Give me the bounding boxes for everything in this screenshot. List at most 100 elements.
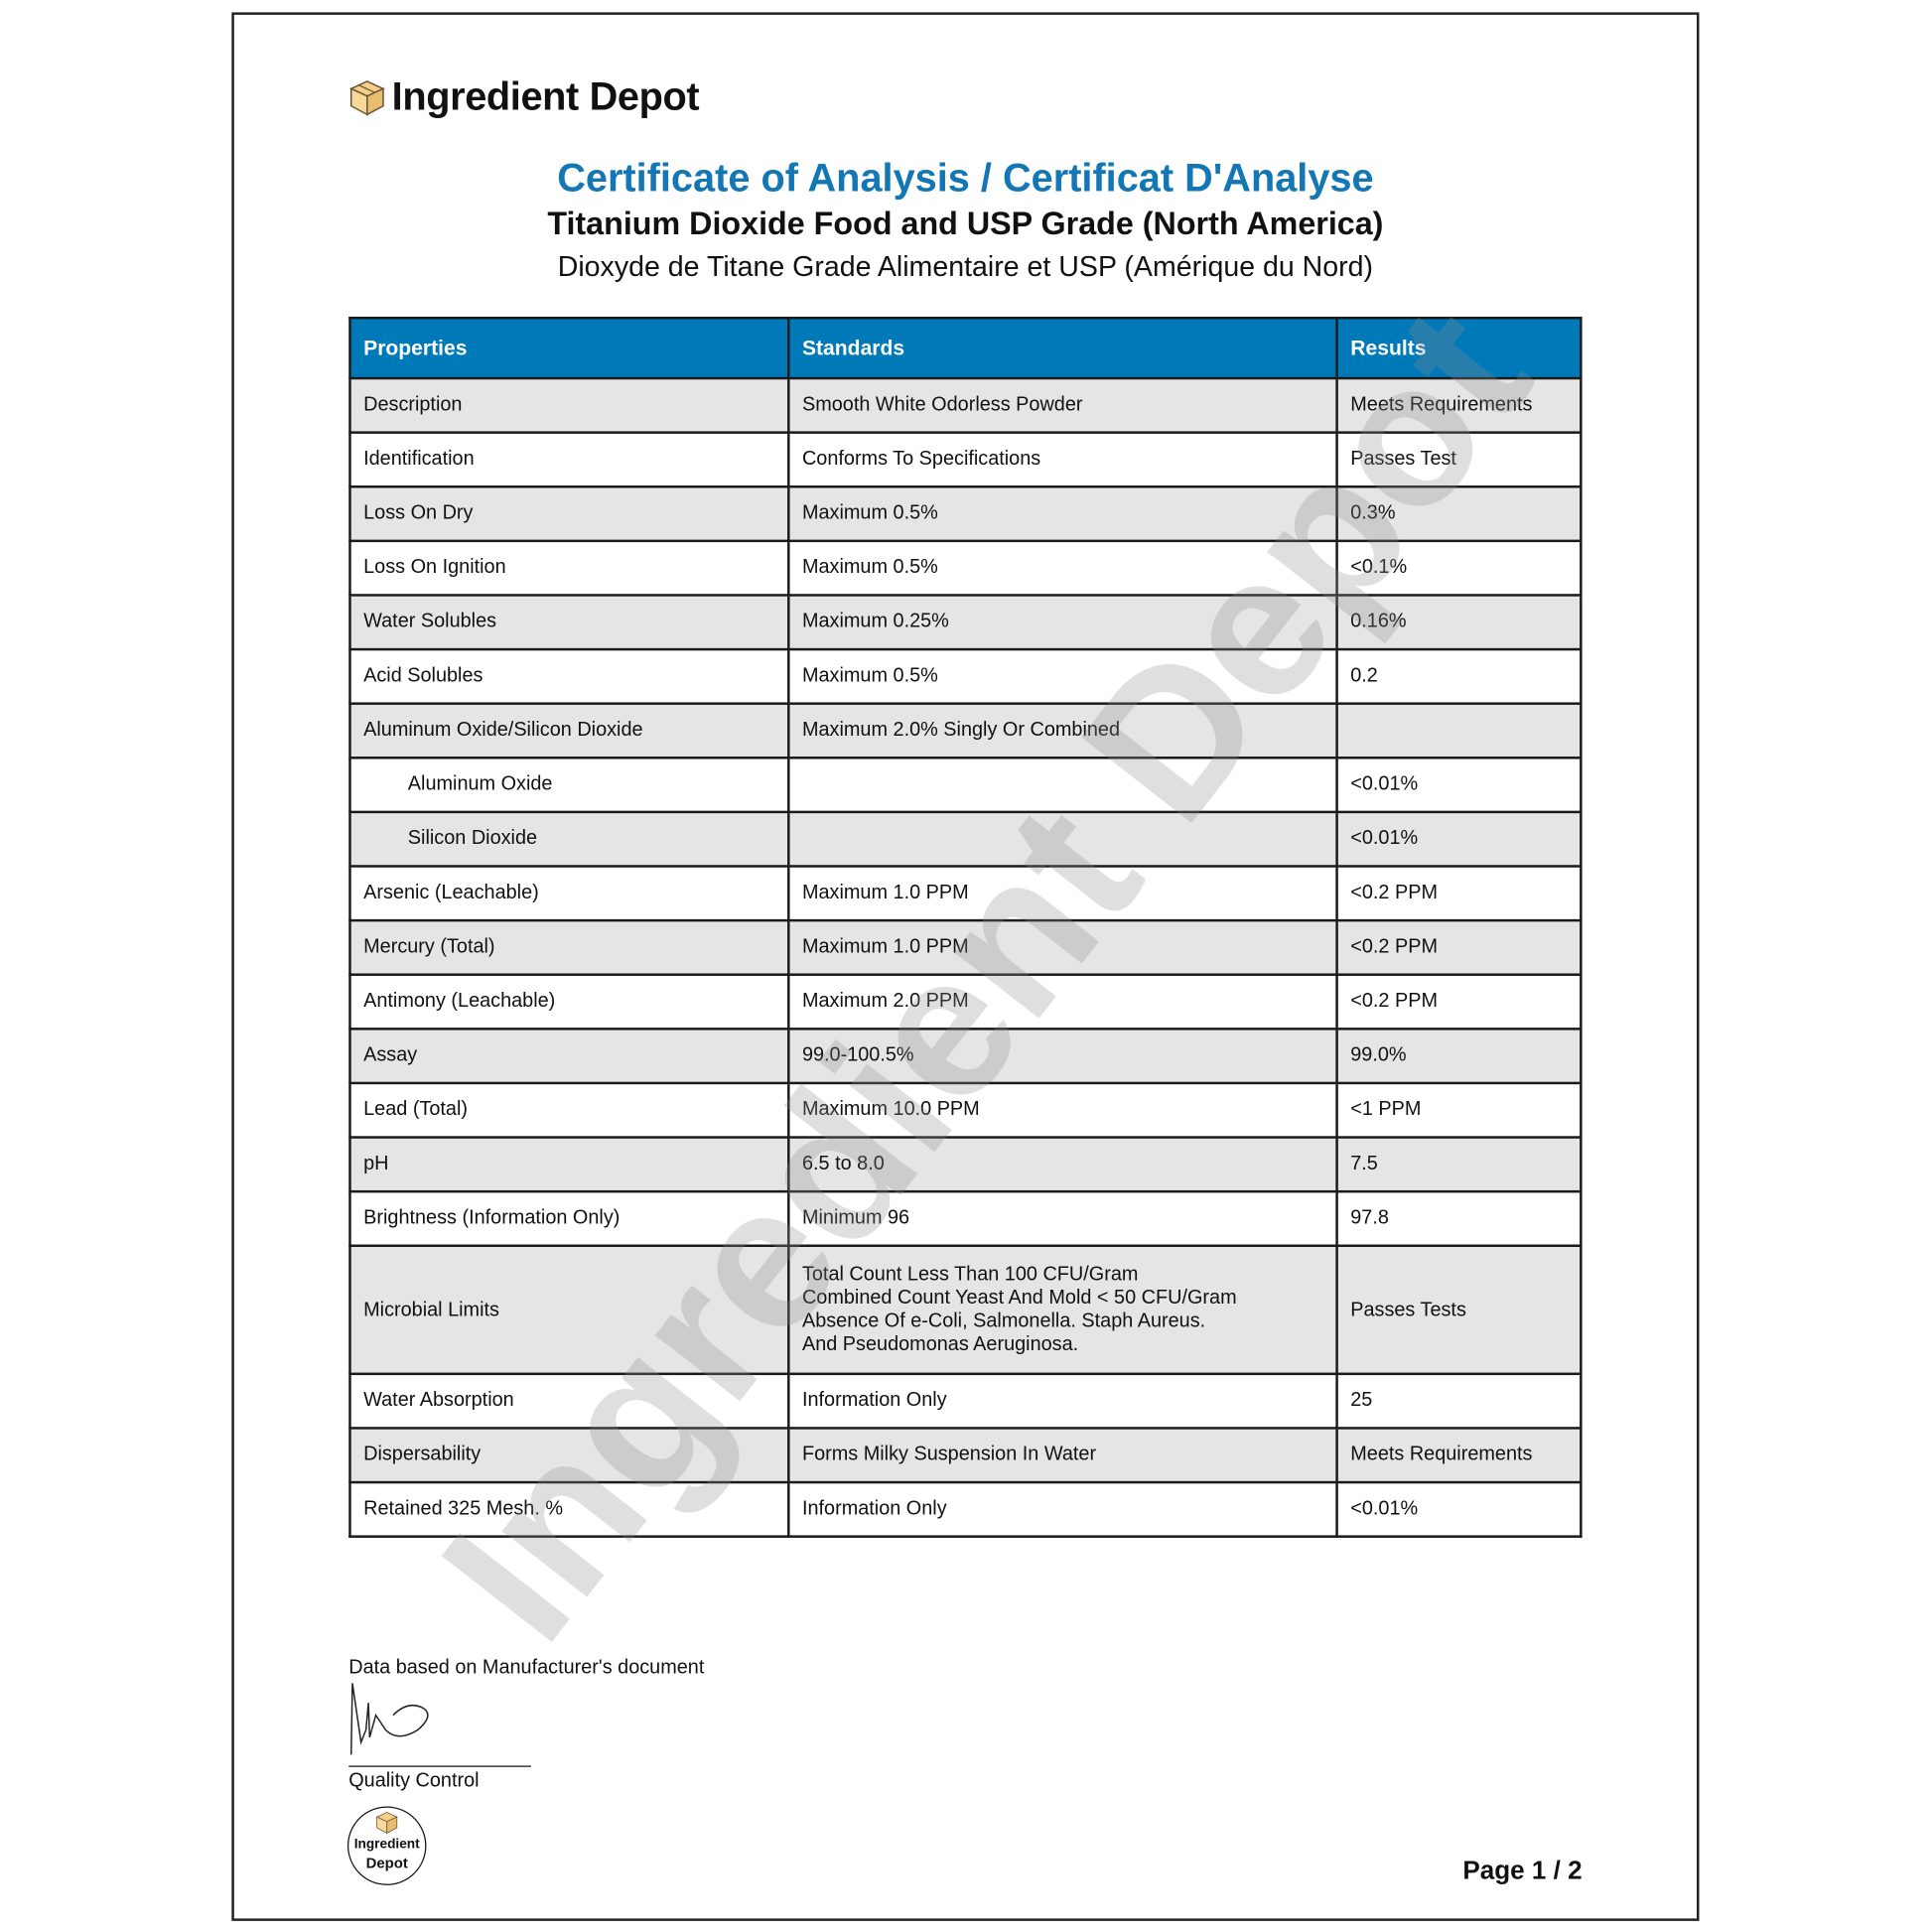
cell-result: <1 PPM	[1335, 1081, 1583, 1139]
cell-result	[1335, 702, 1583, 759]
cell-result: Meets Requirements	[1335, 1427, 1583, 1484]
cell-result: 25	[1335, 1372, 1583, 1430]
table-row: Water Absorption Information Only 25	[348, 1372, 1583, 1430]
product-name-en: Titanium Dioxide Food and USP Grade (Nor…	[547, 205, 1384, 242]
cell-standard: Maximum 2.0 PPM	[787, 973, 1338, 1031]
table-row: Mercury (Total) Maximum 1.0 PPM <0.2 PPM	[348, 918, 1583, 976]
cell-result: Passes Test	[1335, 431, 1583, 488]
signature-line	[348, 1765, 531, 1767]
cell-standard: Maximum 2.0% Singly Or Combined	[787, 702, 1338, 759]
cell-property: Acid Solubles	[348, 647, 790, 705]
cell-property: Retained 325 Mesh. %	[348, 1480, 790, 1538]
cell-standard: Smooth White Odorless Powder	[787, 376, 1338, 434]
box-icon	[348, 79, 385, 116]
title-block: Certificate of Analysis / Certificat D'A…	[348, 153, 1582, 289]
cell-standard: 99.0-100.5%	[787, 1028, 1338, 1085]
column-header-standards: Standards	[787, 316, 1338, 380]
cell-standard: Minimum 96	[787, 1189, 1338, 1247]
table-row: pH 6.5 to 8.0 7.5	[348, 1136, 1583, 1193]
cell-standard: Information Only	[787, 1372, 1338, 1430]
cell-standard: Maximum 0.5%	[787, 647, 1338, 705]
table-row: Assay 99.0-100.5% 99.0%	[348, 1028, 1583, 1085]
cell-standard: Maximum 10.0 PPM	[787, 1081, 1338, 1139]
cell-standard: Total Count Less Than 100 CFU/Gram Combi…	[787, 1244, 1338, 1376]
table-row: Arsenic (Leachable) Maximum 1.0 PPM <0.2 P…	[348, 865, 1583, 922]
cell-result: 7.5	[1335, 1136, 1583, 1193]
cell-property: Assay	[348, 1028, 790, 1085]
brand-logo: Ingredient Depot	[347, 73, 700, 119]
cell-property: Silicon Dioxide	[348, 810, 790, 868]
page-border	[231, 12, 1700, 1921]
cell-result: <0.2 PPM	[1335, 865, 1583, 922]
box-icon	[375, 1812, 398, 1835]
brand-name: Ingredient Depot	[391, 73, 700, 119]
company-seal: Ingredient Depot	[346, 1806, 427, 1885]
signature-role: Quality Control	[348, 1770, 480, 1792]
table-row: Identification Conforms To Specifications…	[348, 431, 1583, 488]
cell-result: <0.01%	[1335, 810, 1583, 868]
cell-result: <0.1%	[1335, 539, 1583, 597]
cell-result: 0.2	[1335, 647, 1583, 705]
cell-property: Lead (Total)	[348, 1081, 790, 1139]
column-header-results: Results	[1335, 316, 1583, 380]
cell-property: Aluminum Oxide	[348, 757, 790, 814]
cell-property: Description	[348, 376, 790, 434]
cell-property: Aluminum Oxide/Silicon Dioxide	[348, 702, 790, 759]
table-row: Antimony (Leachable) Maximum 2.0 PPM <0.2 …	[348, 973, 1583, 1031]
cell-property: Loss On Ignition	[348, 539, 790, 597]
cell-standard: Information Only	[787, 1480, 1338, 1538]
table-row: Microbial Limits Total Count Less Than 10…	[348, 1244, 1583, 1376]
cell-standard: Maximum 0.5%	[787, 484, 1338, 543]
cell-standard	[787, 810, 1338, 868]
table-row: Silicon Dioxide <0.01%	[348, 810, 1583, 868]
table-row: Acid Solubles Maximum 0.5% 0.2	[348, 647, 1583, 705]
cell-result: <0.2 PPM	[1335, 973, 1583, 1031]
page-number: Page 1 / 2	[1462, 1857, 1583, 1885]
cell-property: Identification	[348, 431, 790, 488]
cell-standard: Maximum 1.0 PPM	[787, 865, 1338, 922]
cell-result: <0.01%	[1335, 757, 1583, 814]
cell-property: Microbial Limits	[348, 1244, 790, 1376]
cell-standard: Conforms To Specifications	[787, 431, 1338, 488]
cell-standard: Maximum 0.25%	[787, 594, 1338, 651]
cell-property: Antimony (Leachable)	[348, 973, 790, 1031]
document-title: Certificate of Analysis / Certificat D'A…	[557, 155, 1374, 201]
cell-property: Water Solubles	[348, 594, 790, 651]
table-row: Lead (Total) Maximum 10.0 PPM <1 PPM	[348, 1081, 1583, 1139]
table-row: Brightness (Information Only) Minimum 96 9…	[348, 1189, 1583, 1247]
table-row: Loss On Dry Maximum 0.5% 0.3%	[348, 484, 1583, 543]
product-name-fr: Dioxyde de Titane Grade Alimentaire et U…	[557, 249, 1374, 283]
cell-property: Mercury (Total)	[348, 918, 790, 976]
table-row: Retained 325 Mesh. % Information Only <0.0…	[348, 1480, 1583, 1538]
cell-property: Dispersability	[348, 1427, 790, 1484]
cell-standard: Maximum 1.0 PPM	[787, 918, 1338, 976]
seal-text-1: Ingredient	[353, 1837, 420, 1853]
cell-standard: 6.5 to 8.0	[787, 1136, 1338, 1193]
cell-property: pH	[348, 1136, 790, 1193]
cell-property: Brightness (Information Only)	[348, 1189, 790, 1247]
table-row: Aluminum Oxide <0.01%	[348, 757, 1583, 814]
cell-result: Meets Requirements	[1335, 376, 1583, 434]
cell-property: Loss On Dry	[348, 484, 790, 543]
cell-standard: Maximum 0.5%	[787, 539, 1338, 597]
cell-result: <0.01%	[1335, 1480, 1583, 1538]
seal-text-2: Depot	[365, 1854, 408, 1872]
table-row: Description Smooth White Odorless Powder M…	[348, 376, 1583, 434]
table-row: Loss On Ignition Maximum 0.5% <0.1%	[348, 539, 1583, 597]
cell-result: 0.16%	[1335, 594, 1583, 651]
column-header-properties: Properties	[348, 316, 790, 380]
cell-result: <0.2 PPM	[1335, 918, 1583, 976]
source-note: Data based on Manufacturer's document	[348, 1657, 705, 1679]
cell-result: 99.0%	[1335, 1028, 1583, 1085]
cell-standard: Forms Milky Suspension In Water	[787, 1427, 1338, 1484]
cell-result: 0.3%	[1335, 484, 1583, 543]
cell-result: 97.8	[1335, 1189, 1583, 1247]
table-row: Aluminum Oxide/Silicon Dioxide Maximum 2.…	[348, 702, 1583, 759]
cell-result: Passes Tests	[1335, 1244, 1583, 1376]
analysis-table: Properties Standards Results Description…	[348, 316, 1583, 1538]
table-row: Dispersability Forms Milky Suspension In …	[348, 1427, 1583, 1484]
signature-image	[349, 1683, 429, 1755]
cell-property: Arsenic (Leachable)	[348, 865, 790, 922]
cell-property: Water Absorption	[348, 1372, 790, 1430]
